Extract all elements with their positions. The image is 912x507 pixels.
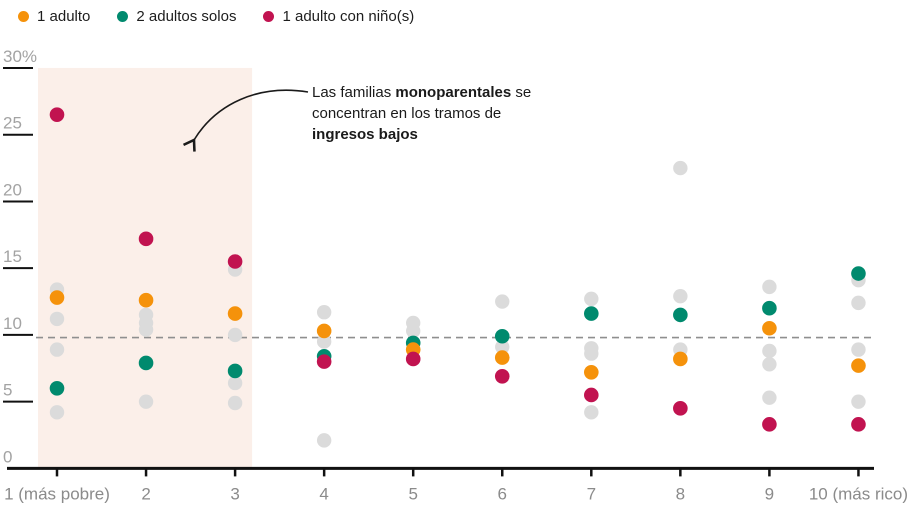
point-other-household bbox=[316, 305, 332, 320]
point-other-household bbox=[584, 346, 599, 361]
point-other-household bbox=[316, 334, 332, 349]
y-tick-label: 20 bbox=[3, 180, 22, 199]
annotation-part: se concentran en los tramos de bbox=[312, 84, 532, 122]
point-1-adulto-con-ni-o-s-decile-6 bbox=[494, 368, 510, 384]
y-tick-label: 10 bbox=[3, 314, 22, 333]
legend-marker-icon bbox=[18, 11, 29, 22]
x-tick-label: 6 bbox=[498, 484, 507, 503]
point-1-adulto-con-ni-o-s-decile-3 bbox=[227, 254, 243, 269]
point-2-adultos-solos-decile-8 bbox=[673, 307, 688, 323]
y-tick-label: 0 bbox=[3, 447, 12, 466]
x-tick-label: 8 bbox=[676, 484, 685, 503]
y-tick-label: 25 bbox=[3, 114, 22, 133]
x-tick-label: 10 (más rico) bbox=[809, 484, 908, 503]
point-other-household bbox=[762, 357, 777, 372]
point-1-adulto-con-ni-o-s-decile-4 bbox=[316, 354, 332, 369]
y-tick-label: 5 bbox=[3, 381, 12, 400]
point-other-household bbox=[406, 323, 421, 339]
point-1-adulto-con-ni-o-s-decile-10 bbox=[851, 417, 866, 432]
point-other-household bbox=[227, 327, 243, 343]
y-tick-label: 15 bbox=[3, 247, 22, 266]
legend-marker-icon bbox=[263, 11, 275, 22]
point-other-household bbox=[584, 291, 599, 307]
point-other-household bbox=[495, 339, 510, 355]
point-2-adultos-solos-decile-1 bbox=[49, 381, 65, 396]
point-other-household bbox=[49, 311, 65, 327]
point-other-household bbox=[495, 294, 510, 309]
point-2-adultos-solos-decile-2 bbox=[138, 355, 154, 371]
point-other-household bbox=[673, 289, 688, 304]
legend-label: 2 adultos solos bbox=[136, 8, 237, 25]
legend-label: 1 adulto con niño(s) bbox=[282, 8, 415, 25]
x-tick-label: 3 bbox=[230, 484, 239, 503]
point-1-adulto-decile-4 bbox=[316, 323, 332, 339]
point-other-household bbox=[316, 433, 332, 448]
annotation-part: Las familias bbox=[312, 84, 396, 101]
point-1-adulto-con-ni-o-s-decile-2 bbox=[138, 231, 154, 247]
point-2-adultos-solos-decile-6 bbox=[494, 328, 510, 344]
point-other-household bbox=[584, 405, 599, 420]
point-1-adulto-con-ni-o-s-decile-9 bbox=[762, 417, 777, 432]
legend-item-2-adultos-solos[interactable]: 2 adultos solos bbox=[117, 8, 236, 25]
point-1-adulto-con-ni-o-s-decile-1 bbox=[49, 107, 65, 122]
annotation-part: monoparentales bbox=[395, 84, 512, 101]
point-other-household bbox=[138, 394, 154, 409]
y-tick-label: 30% bbox=[3, 47, 37, 66]
point-1-adulto-con-ni-o-s-decile-5 bbox=[405, 351, 421, 367]
point-1-adulto-con-ni-o-s-decile-7 bbox=[584, 387, 599, 403]
point-other-household bbox=[227, 375, 243, 391]
x-tick-label: 1 (más pobre) bbox=[4, 484, 110, 503]
legend: 1 adulto 2 adultos solos 1 adulto con niño… bbox=[18, 8, 414, 25]
point-other-household bbox=[851, 342, 866, 357]
legend-item-1-adulto-con-ni-o-s[interactable]: 1 adulto con niño(s) bbox=[263, 8, 414, 25]
point-other-household bbox=[851, 394, 866, 409]
point-2-adultos-solos-decile-10 bbox=[851, 266, 866, 281]
point-2-adultos-solos-decile-3 bbox=[227, 363, 243, 379]
legend-item-1-adulto[interactable]: 1 adulto bbox=[18, 8, 90, 25]
point-other-household bbox=[762, 279, 777, 295]
point-1-adulto-decile-1 bbox=[49, 290, 65, 305]
point-1-adulto-decile-8 bbox=[673, 351, 688, 367]
point-other-household bbox=[49, 405, 65, 420]
legend-label: 1 adulto bbox=[37, 8, 91, 25]
annotation-part: ingresos bajos bbox=[312, 126, 418, 143]
point-2-adultos-solos-decile-9 bbox=[762, 300, 777, 316]
point-1-adulto-decile-6 bbox=[494, 350, 510, 365]
annotation-arrow bbox=[182, 89, 309, 152]
point-other-household bbox=[138, 322, 154, 337]
point-2-adultos-solos-decile-7 bbox=[584, 306, 599, 321]
point-1-adulto-decile-3 bbox=[227, 306, 243, 321]
point-other-household bbox=[762, 390, 777, 405]
point-other-household bbox=[762, 343, 777, 359]
point-other-household bbox=[227, 395, 243, 411]
x-tick-label: 7 bbox=[587, 484, 596, 503]
x-tick-label: 9 bbox=[765, 484, 774, 503]
x-tick-label: 5 bbox=[408, 484, 417, 503]
point-1-adulto-decile-7 bbox=[584, 364, 599, 380]
point-1-adulto-decile-2 bbox=[138, 292, 154, 308]
point-1-adulto-decile-9 bbox=[762, 320, 777, 336]
point-1-adulto-con-ni-o-s-decile-8 bbox=[673, 401, 688, 416]
legend-marker-icon bbox=[117, 11, 129, 22]
x-tick-label: 4 bbox=[319, 484, 328, 503]
point-other-household bbox=[49, 342, 65, 357]
x-tick-label: 2 bbox=[141, 484, 150, 503]
point-1-adulto-decile-10 bbox=[851, 358, 866, 373]
annotation-text: Las familias monoparentales se concentra… bbox=[312, 82, 560, 145]
point-other-household bbox=[851, 295, 866, 311]
point-other-household bbox=[673, 160, 688, 176]
